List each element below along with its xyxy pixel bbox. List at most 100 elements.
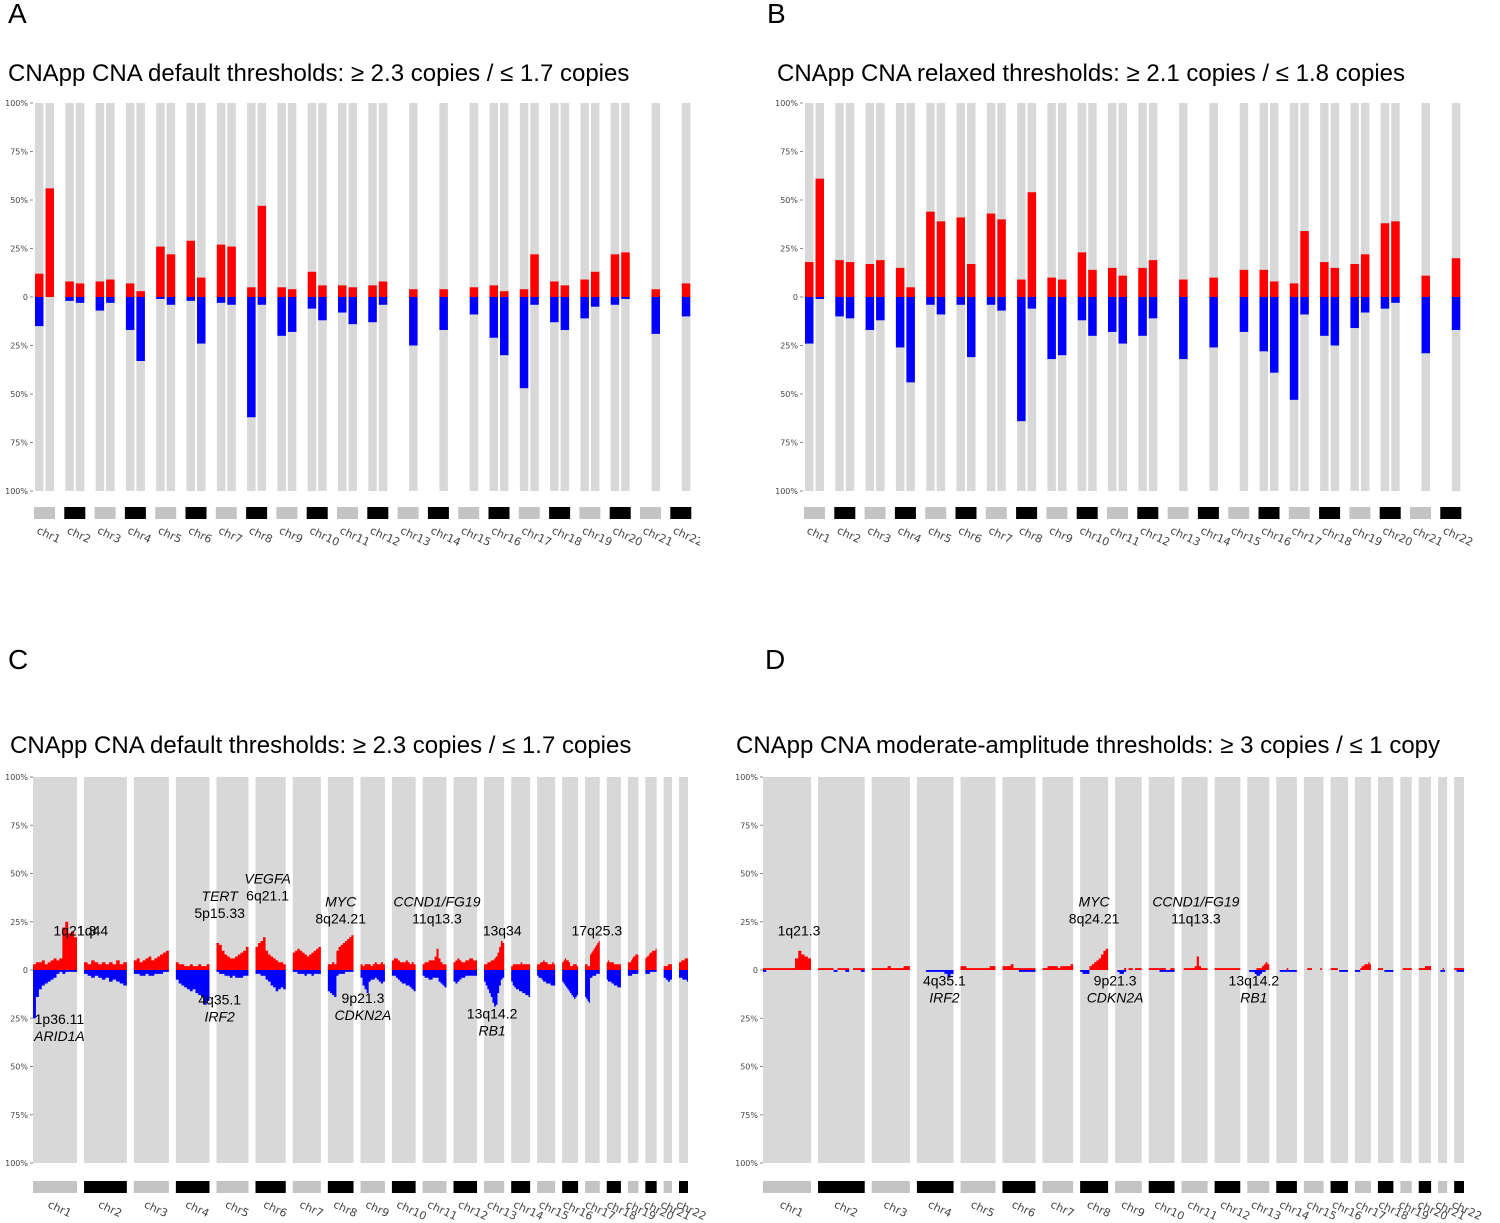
chromosome-band [216, 1181, 249, 1193]
chromosome-band [1418, 1181, 1432, 1193]
chromosome-label: chr21 [1411, 524, 1445, 549]
region-annotation: MYC [325, 894, 357, 910]
y-tick-label: 100% [5, 487, 28, 496]
gain-profile [1214, 968, 1241, 970]
y-tick-label: 100% [775, 99, 798, 108]
gain-profile [255, 937, 286, 970]
gain-bar [439, 289, 448, 297]
segment-level-chart: 100% 75% 50% 25% 0 25% 50% 75% 100% chr1 chr2 chr3 c… [735, 773, 1484, 1223]
gain-bar [216, 244, 226, 297]
loss-bar [936, 297, 946, 315]
loss-profile [292, 970, 321, 976]
loss-bar [1088, 297, 1097, 336]
y-tick-label: 25% [780, 245, 798, 254]
y-tick-label: 75% [10, 821, 28, 830]
loss-profile [1330, 970, 1348, 972]
loss-bar [865, 297, 875, 330]
loss-bar [125, 297, 135, 330]
chromosome-label: chr11 [1108, 524, 1142, 549]
gain-profile [1247, 962, 1270, 970]
chromosome-label: chr5 [969, 1198, 997, 1220]
loss-profile [1148, 970, 1175, 972]
loss-bar [287, 297, 297, 332]
chromosome-label: chr8 [1085, 1198, 1113, 1220]
gain-bar [318, 285, 327, 297]
loss-bar [186, 297, 195, 301]
gain-bar [156, 246, 165, 297]
loss-bar [1138, 297, 1147, 336]
loss-profile [133, 970, 169, 976]
chromosome-label: chr20 [610, 524, 644, 549]
region-annotation: ARID1A [33, 1028, 85, 1044]
chromosome-label: chr14 [1199, 524, 1233, 549]
chromosome-label: chr1 [805, 524, 833, 546]
gain-bar [1360, 254, 1370, 297]
gain-profile [216, 942, 249, 970]
loss-profile [1354, 970, 1371, 972]
chromosome-label: chr13 [1168, 524, 1202, 549]
chromosome-label: chr6 [261, 1198, 289, 1220]
gain-bar [257, 205, 267, 297]
gain-profile [133, 950, 169, 970]
chromosome-band [124, 507, 146, 519]
chromosome-label: chr8 [331, 1198, 359, 1220]
panel-letter: D [765, 644, 786, 675]
chromosome-band [34, 507, 55, 519]
loss-bar [197, 297, 206, 344]
loss-bar [835, 297, 844, 317]
gain-bar [986, 213, 996, 297]
loss-bar [1421, 297, 1430, 354]
y-tick-label: 100% [735, 1159, 758, 1168]
gain-bar [489, 285, 498, 297]
gain-profile [1330, 968, 1348, 970]
loss-bar [1300, 297, 1309, 315]
y-tick-label: 50% [780, 390, 798, 399]
gain-bar [1057, 279, 1067, 297]
gain-bar [166, 254, 176, 297]
chromosome-label: chr4 [183, 1198, 211, 1220]
chromosome-band [606, 1181, 621, 1193]
loss-profile [484, 970, 505, 1007]
loss-profile [1115, 970, 1142, 974]
panel-letter: A [8, 0, 27, 29]
loss-bar [986, 297, 996, 305]
chromosome-label: chr15 [1229, 524, 1263, 549]
loss-profile [1247, 970, 1270, 976]
region-annotation: RB1 [478, 1022, 505, 1038]
arm-level-chart: 100%75%50%25%025%50%75%100%chr1 chr2 chr3 c… [5, 99, 700, 549]
y-tick-label: 75% [780, 148, 798, 157]
chromosome-band [960, 1181, 996, 1193]
chromosome-label: chr7 [1049, 1198, 1077, 1220]
loss-profile [33, 970, 78, 1019]
y-tick-label: 0 [23, 293, 28, 302]
gain-bar [1148, 260, 1158, 297]
chromosome-label: chr18 [550, 524, 584, 549]
gain-profile [422, 948, 447, 970]
chromosome-band [511, 1181, 531, 1193]
chromosome-label: chr9 [1047, 524, 1075, 546]
gain-bar [45, 188, 54, 297]
gain-bar [136, 291, 145, 297]
chromosome-band [337, 507, 358, 519]
gain-bar [1179, 279, 1188, 297]
region-annotation: 1q21.3 [53, 922, 96, 938]
region-annotation: 13q34 [483, 922, 522, 938]
region-annotation: 8q24.21 [315, 911, 366, 927]
gain-profile [453, 958, 478, 970]
chromosome-band [1354, 1181, 1371, 1193]
loss-bar [1047, 297, 1056, 360]
y-tick-label: 25% [10, 245, 28, 254]
chromosome-band [1076, 507, 1098, 519]
loss-bar [530, 297, 539, 305]
chromosome-label: chr7 [298, 1198, 326, 1220]
gain-profile [1002, 964, 1036, 970]
gain-bar [865, 264, 875, 297]
gain-profile [627, 954, 639, 970]
y-tick-label: 25% [10, 342, 28, 351]
loss-bar [681, 297, 691, 317]
chromosome-band [360, 1181, 385, 1193]
loss-bar [247, 297, 256, 418]
loss-profile [627, 970, 639, 976]
gain-bar [1118, 275, 1127, 297]
gain-bar [1108, 267, 1117, 297]
